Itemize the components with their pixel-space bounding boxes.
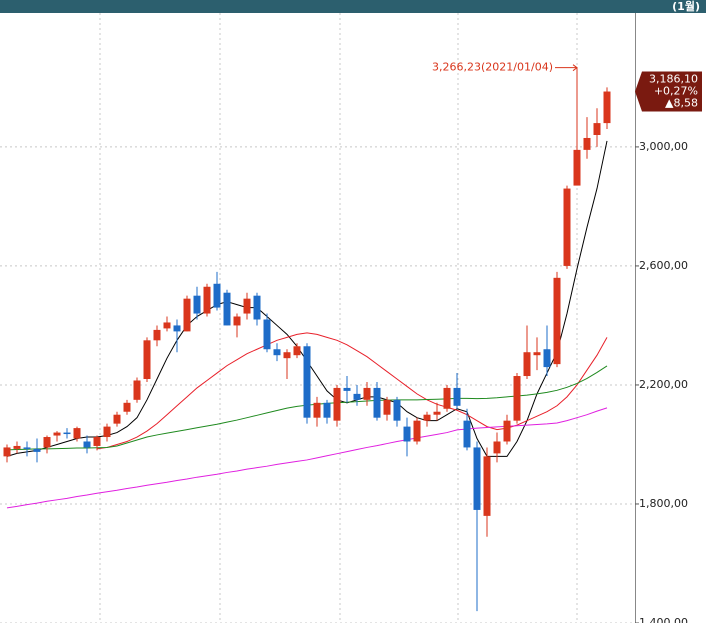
candle-body (53, 432, 61, 436)
candle-body (603, 91, 611, 124)
candle-body (233, 316, 241, 326)
candle-body (413, 420, 421, 442)
candle-body (333, 387, 341, 421)
candle-body (133, 380, 141, 400)
candle-body (483, 456, 491, 516)
candle-body (3, 447, 11, 457)
candle-body (503, 420, 511, 442)
annotation-arrowhead (572, 64, 578, 72)
candle-body (523, 352, 531, 377)
candle-body (283, 352, 291, 359)
candle-body (453, 387, 461, 406)
y-tick-label: 3,000,00 (639, 140, 688, 153)
candle-body (293, 346, 301, 356)
candle-body (383, 399, 391, 415)
candle-body (493, 441, 501, 454)
change-pct: +0,27% (654, 85, 698, 98)
candle-body (123, 402, 131, 412)
candle-body (173, 325, 181, 332)
candle-body (213, 283, 221, 308)
y-tick-label: 1,400,00 (639, 616, 688, 623)
candle-body (473, 447, 481, 510)
candle-body (73, 428, 81, 439)
candle-body (243, 298, 251, 314)
moving-average-line (96, 332, 608, 450)
candle-body (303, 346, 311, 418)
candle-body (203, 286, 211, 314)
candle-body (563, 188, 571, 266)
candle-body (323, 402, 331, 418)
candle-body (23, 447, 31, 449)
y-tick-label: 2,600,00 (639, 259, 688, 272)
candle-body (393, 399, 401, 421)
candle-body (543, 349, 551, 368)
candle-body (593, 123, 601, 135)
candle-body (223, 292, 231, 326)
candle-body (183, 298, 191, 332)
candle-body (163, 322, 171, 329)
y-tick-label: 1,800,00 (639, 497, 688, 510)
candle-body (143, 340, 151, 379)
candle-body (373, 387, 381, 418)
candle-body (443, 387, 451, 409)
candle-body (63, 432, 71, 435)
header-bar (0, 0, 706, 13)
candle-body (583, 137, 591, 150)
candle-body (253, 295, 261, 320)
candle-body (113, 414, 121, 424)
candle-body (463, 420, 471, 448)
candle-body (93, 437, 101, 446)
change: ▲8,58 (665, 97, 698, 110)
candle-body (423, 414, 431, 421)
candle-body (353, 393, 361, 400)
last-price: 3,186,10 (649, 73, 698, 86)
candle-body (83, 441, 91, 448)
candle-body (153, 329, 161, 341)
candle-body (103, 426, 111, 438)
candle-body (43, 437, 51, 448)
candle-body (343, 387, 351, 391)
candle-body (273, 349, 281, 356)
candle-body (363, 387, 371, 400)
candle-body (553, 277, 561, 365)
annotation-label: 3,266,23(2021/01/04) (432, 61, 553, 74)
last-price-box (635, 71, 702, 112)
candle-body (193, 295, 201, 314)
candle-body (573, 149, 581, 186)
candle-body (403, 426, 411, 442)
candle-body (513, 376, 521, 421)
y-tick-label: 2,200,00 (639, 378, 688, 391)
date-separators (99, 13, 578, 623)
candle-body (313, 402, 321, 418)
candle-body (533, 352, 541, 356)
candle-body (433, 411, 441, 415)
candle-body (263, 319, 271, 350)
candle-body (13, 445, 21, 449)
period-label: (1월) (672, 0, 700, 13)
candle-body (33, 448, 41, 452)
